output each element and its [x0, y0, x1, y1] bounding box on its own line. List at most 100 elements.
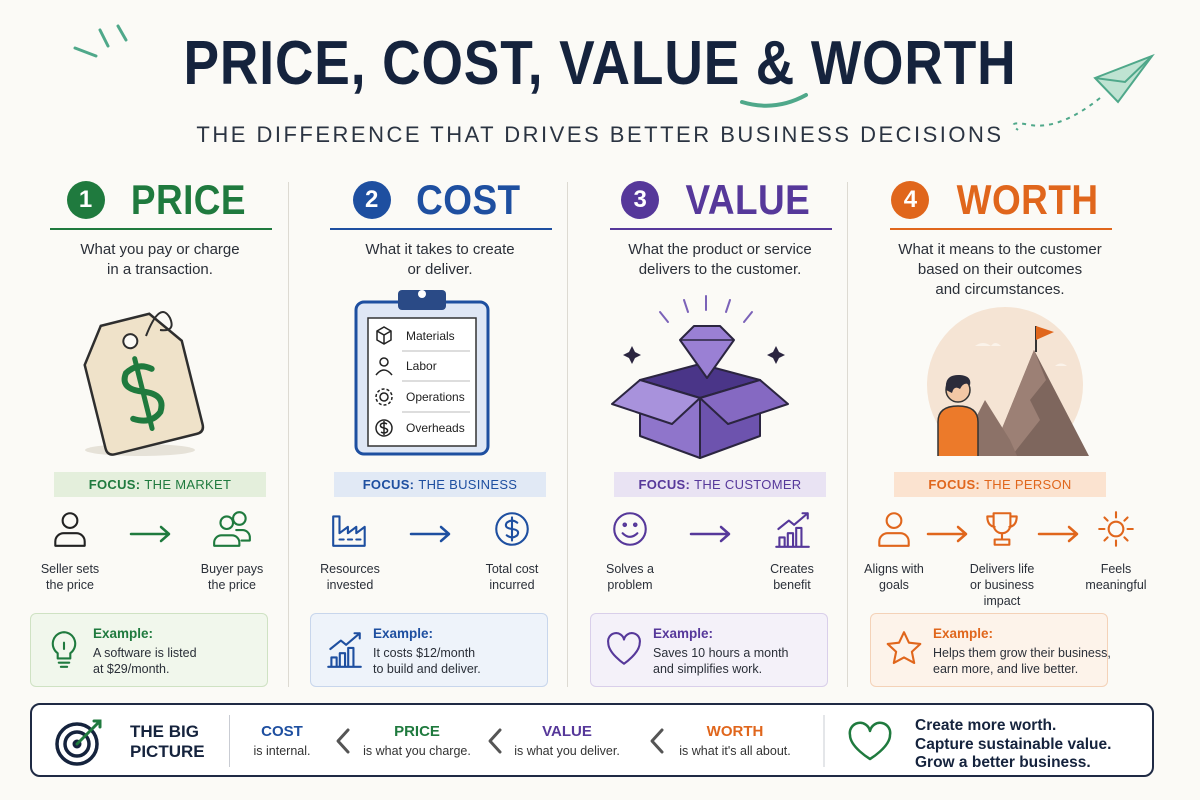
flow-label-line: Solves a	[606, 562, 654, 576]
column: 3 VALUE What the product or service deliver…	[580, 0, 860, 700]
example-icon	[886, 631, 922, 665]
example-box: Example: A software is listed at $29/month…	[30, 613, 268, 687]
flow-icon	[54, 512, 86, 547]
flow-label-line: Seller sets	[40, 562, 100, 576]
value-box-part-part	[683, 299, 689, 313]
focus-label: FOCUS:	[88, 477, 141, 492]
example-text: Helps them grow their business, earn more…	[933, 645, 1111, 677]
flow-arrow-path	[409, 525, 451, 543]
focus-text: THE BUSINESS	[418, 477, 518, 492]
flow-step: Feels meaningful	[1056, 508, 1176, 593]
flow-label-line: impact	[983, 594, 1021, 608]
flow-label-line: the price	[208, 578, 256, 592]
example-text: Saves 10 hours a month and simplifies wor…	[653, 645, 789, 677]
title-rule	[610, 228, 832, 230]
flow-label-line: goals	[879, 578, 909, 592]
divider	[847, 182, 848, 687]
paper-plane-part	[1094, 55, 1153, 84]
flow-label-line: Buyer pays	[200, 562, 264, 576]
flow-icon	[495, 512, 529, 546]
price-tag-part	[145, 311, 173, 337]
sparkle	[73, 24, 128, 58]
term-text: is internal.	[253, 744, 311, 758]
target-icon-part	[63, 730, 91, 758]
flow-step: Buyer pays the price	[172, 508, 292, 593]
clipboard-item: Labor	[406, 359, 437, 373]
flow-label: Total cost incurred	[452, 561, 572, 593]
flow-step: Creates benefit	[732, 508, 852, 593]
focus-pill: FOCUS: THE CUSTOMER	[614, 472, 826, 497]
description-line: What it takes to create	[365, 241, 515, 258]
flow-icon-part	[54, 532, 86, 547]
clipboard-part-part	[375, 388, 393, 406]
description-line: delivers to the customer.	[638, 261, 802, 278]
subtitle: THE DIFFERENCE THAT DRIVES BETTER BUSINE…	[196, 122, 1004, 147]
flow-label-line: Creates	[770, 562, 814, 576]
column-heading: 1 PRICE	[20, 176, 300, 224]
column: 1 PRICE What you pay or charge in a transac…	[20, 0, 300, 700]
flow-step: Solves a problem	[570, 508, 690, 593]
flow-label-line: Aligns with	[864, 562, 924, 576]
flow-icon-part	[495, 512, 529, 546]
flow-label: Buyer pays the price	[172, 561, 292, 593]
flow-step: Seller sets the price	[10, 508, 130, 593]
term: WORTH	[706, 723, 764, 740]
big-picture-title-line: THE BIG	[130, 722, 199, 741]
clipboard-part-part	[379, 421, 389, 435]
example-icon	[607, 632, 641, 665]
clipboard-item: Operations	[406, 390, 465, 404]
flow-label-line: benefit	[773, 578, 811, 592]
column-heading: 3 VALUE	[580, 176, 860, 224]
sparkle-part	[73, 46, 98, 58]
flow-icon-part	[885, 512, 903, 529]
flow-arrow	[926, 525, 968, 543]
column: 2 COST What it takes to create or deliver. F…	[300, 0, 580, 700]
number-badge: 1	[66, 181, 105, 219]
flow-icon	[986, 512, 1018, 546]
example-title: Example:	[373, 626, 434, 641]
example-line: A software is listed	[93, 646, 197, 660]
flow-label-line: problem	[607, 578, 653, 592]
term: PRICE	[394, 723, 440, 740]
focus: FOCUS: THE MARKET	[20, 472, 300, 497]
flow-label-line: or business	[970, 578, 1034, 592]
flow-icon-part	[1107, 520, 1125, 538]
price-tag	[83, 311, 205, 456]
example-line: earn more, and live better.	[933, 662, 1079, 676]
flow-label: Resources invested	[290, 561, 410, 593]
flow-icon	[213, 511, 251, 547]
swoosh	[740, 93, 808, 108]
term-text: is what it's all about.	[679, 744, 791, 758]
sparkle-part	[116, 24, 128, 42]
number-badge: 4	[891, 181, 930, 219]
flow-step: Delivers life or business impact	[942, 508, 1062, 609]
flow-label: Aligns with goals	[834, 561, 954, 593]
example-text: It costs $12/month to build and deliver.	[373, 645, 481, 677]
flow-step: Resources invested	[290, 508, 410, 593]
flow-icon	[332, 515, 366, 547]
chevrons	[336, 715, 892, 767]
price-tag-part-part	[122, 333, 139, 350]
focus-label: FOCUS:	[928, 477, 981, 492]
closing-line: Create more worth.	[915, 717, 1057, 734]
clipboard-part	[402, 350, 470, 413]
clipboard-part-part	[376, 326, 392, 345]
value-box-part	[611, 379, 701, 425]
closing: Create more worth. Capture sustainable v…	[915, 717, 1111, 773]
column-heading: 4 WORTH	[860, 176, 1140, 224]
example-line: It costs $12/month	[373, 646, 476, 660]
worth-scene-part-part	[945, 374, 971, 393]
illustrations: Materials Labor Operations Overheads	[83, 290, 1089, 459]
closing-line: Capture sustainable value.	[915, 735, 1112, 753]
focus-pill: FOCUS: THE PERSON	[894, 472, 1106, 497]
focus-pill: FOCUS: THE BUSINESS	[334, 472, 546, 497]
sparkle-part	[98, 28, 110, 48]
flow-icon-part	[504, 516, 520, 542]
focus-text: THE CUSTOMER	[694, 477, 802, 492]
price-tag-part-part	[83, 312, 205, 456]
value-box-part-part	[725, 299, 731, 313]
description-line: What the product or service	[628, 241, 812, 258]
clipboard-item: Materials	[406, 329, 455, 343]
description: What it means to the customer based on th…	[860, 240, 1140, 300]
